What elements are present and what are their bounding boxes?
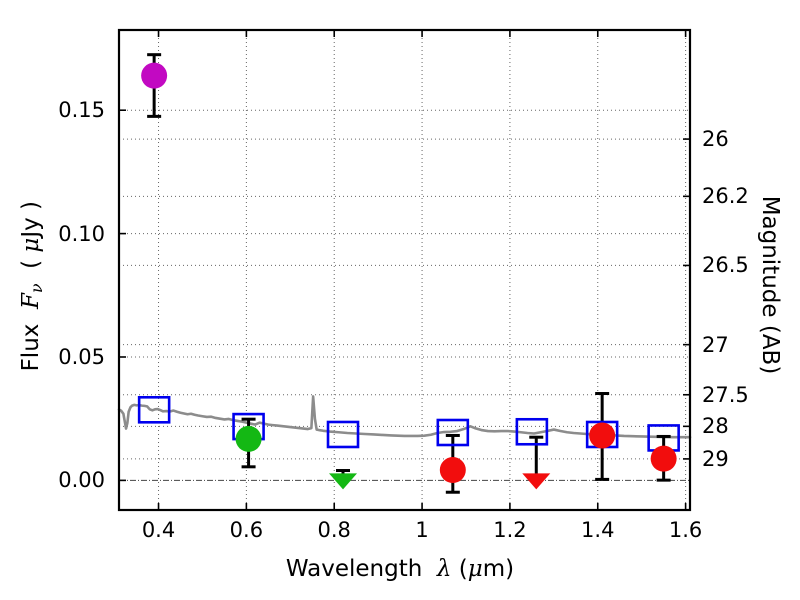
- y-tick-label-left: 0.15: [58, 98, 105, 123]
- model-spectrum-curve: [117, 395, 692, 439]
- y-tick-label-left: 0.05: [58, 344, 105, 369]
- y-axis-label-right: Magnitude (AB): [757, 195, 783, 375]
- y-tick-label-right: 26.2: [702, 184, 749, 209]
- x-tick-label: 1.4: [581, 518, 615, 542]
- y-tick-label-right: 27: [702, 332, 729, 357]
- x-axis-label: Wavelength λ (μm): [285, 556, 515, 582]
- model-photometry-markers: [137, 396, 680, 452]
- y-tick-label-right: 26.5: [702, 253, 749, 278]
- observed-photometry-markers: [141, 62, 677, 490]
- y-axis-label-left: Flux Fν ( μJy ): [17, 200, 47, 372]
- y-tick-label-right: 28: [702, 414, 729, 439]
- y-tick-label-right: 27.5: [702, 382, 749, 407]
- axes-frame: [117, 28, 692, 512]
- x-tick-label: 1.6: [668, 518, 703, 542]
- y-tick-label-right: 26: [702, 127, 729, 152]
- x-tick-label: 1: [415, 518, 429, 542]
- y-tick-label-left: 0.00: [58, 468, 105, 493]
- x-tick-label: 0.4: [141, 518, 176, 542]
- x-tick-label: 0.8: [317, 518, 351, 542]
- x-tick-label: 1.2: [493, 518, 527, 542]
- x-tick-label: 0.6: [229, 518, 264, 542]
- y-tick-label-left: 0.10: [58, 221, 105, 246]
- y-tick-label-right: 29: [702, 446, 729, 471]
